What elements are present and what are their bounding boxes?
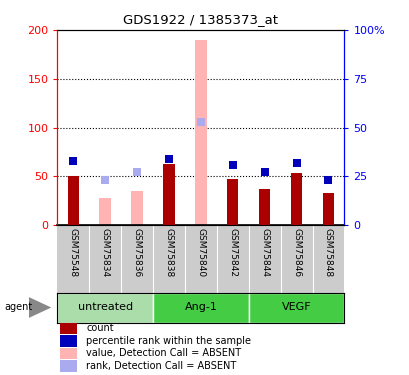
Text: agent: agent xyxy=(4,303,32,312)
Title: GDS1922 / 1385373_at: GDS1922 / 1385373_at xyxy=(123,13,278,26)
Text: GSM75842: GSM75842 xyxy=(228,228,237,278)
Bar xyxy=(322,193,333,225)
Bar xyxy=(60,322,77,334)
Polygon shape xyxy=(29,297,51,318)
Point xyxy=(70,158,76,164)
Bar xyxy=(258,189,270,225)
FancyBboxPatch shape xyxy=(248,292,344,322)
Text: rank, Detection Call = ABSENT: rank, Detection Call = ABSENT xyxy=(86,361,236,371)
Bar xyxy=(290,173,301,225)
Bar xyxy=(163,164,174,225)
Text: VEGF: VEGF xyxy=(281,303,310,312)
Point xyxy=(324,177,331,183)
Bar xyxy=(99,198,111,225)
Text: GSM75840: GSM75840 xyxy=(196,228,205,278)
Text: GSM75846: GSM75846 xyxy=(291,228,300,278)
Bar xyxy=(60,335,77,346)
Text: Ang-1: Ang-1 xyxy=(184,303,217,312)
Point xyxy=(229,162,236,168)
Bar xyxy=(194,40,207,225)
Point xyxy=(165,156,172,162)
Text: GSM75836: GSM75836 xyxy=(132,228,141,278)
Bar xyxy=(227,179,238,225)
Text: GSM75848: GSM75848 xyxy=(323,228,332,278)
Bar xyxy=(60,348,77,359)
FancyBboxPatch shape xyxy=(57,292,153,322)
Bar xyxy=(130,191,143,225)
Text: GSM75844: GSM75844 xyxy=(260,228,269,278)
Text: untreated: untreated xyxy=(77,303,133,312)
Text: GSM75838: GSM75838 xyxy=(164,228,173,278)
Point xyxy=(102,177,108,183)
Text: percentile rank within the sample: percentile rank within the sample xyxy=(86,336,250,346)
Text: GSM75834: GSM75834 xyxy=(101,228,110,278)
Point xyxy=(197,118,204,124)
Bar xyxy=(67,176,79,225)
Text: value, Detection Call = ABSENT: value, Detection Call = ABSENT xyxy=(86,348,240,358)
FancyBboxPatch shape xyxy=(153,292,248,322)
Bar xyxy=(60,360,77,372)
Point xyxy=(133,170,140,176)
Point xyxy=(292,160,299,166)
Text: count: count xyxy=(86,323,113,333)
Text: GSM75548: GSM75548 xyxy=(69,228,78,278)
Point xyxy=(261,170,267,176)
